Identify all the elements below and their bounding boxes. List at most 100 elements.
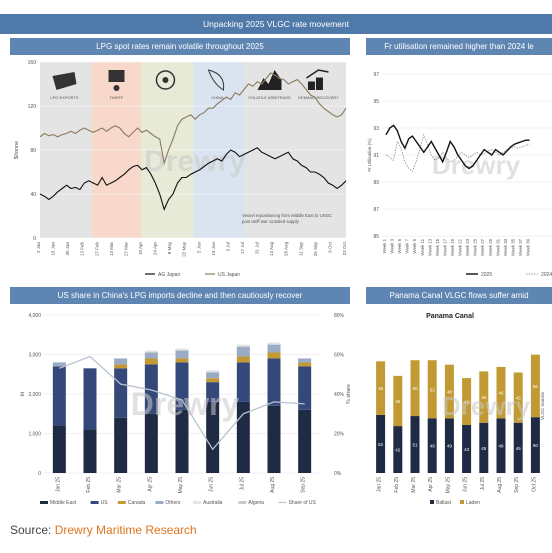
data-label: 45 <box>516 396 522 401</box>
bar-segment <box>52 425 66 473</box>
x-tick-label: 9 Oct <box>327 241 332 253</box>
icon-label: VOLATILE ARBITRAGE <box>248 95 291 100</box>
x-tick-label: Week 29 <box>488 238 493 255</box>
bar-segment <box>298 358 312 363</box>
bar-segment <box>267 405 281 473</box>
bar-segment <box>393 426 403 473</box>
series-line-2024 <box>385 133 530 172</box>
y-tick-label: 89 <box>373 180 379 186</box>
legend-label: Canada <box>128 500 146 506</box>
y-tick-label: 3,000 <box>28 353 41 359</box>
data-label: 52 <box>430 387 436 392</box>
usa-map-icon <box>52 72 77 90</box>
y-tick-label: 0 <box>38 471 41 477</box>
series-line-0 <box>39 147 347 211</box>
bar-segment <box>144 413 158 473</box>
bar-segment <box>175 358 189 363</box>
bar-segment <box>206 378 220 383</box>
bar-segment <box>114 364 128 369</box>
icon-label: LPG EXPORTS <box>50 95 78 100</box>
data-label: 52 <box>378 442 384 447</box>
x-tick-label: Week 33 <box>503 238 508 255</box>
bar-segment <box>236 362 250 402</box>
bar-segment <box>175 409 189 473</box>
x-tick-label: 19 Jun <box>211 242 216 256</box>
bar-segment <box>144 364 158 414</box>
y-tick-label: 4,000 <box>28 313 41 319</box>
x-tick-label: Week 19 <box>450 238 455 255</box>
watermark: Drewry <box>432 150 521 180</box>
panel-title-utilisation: Fr utilisation remained higher than 2024… <box>366 38 552 55</box>
data-label: 56 <box>533 384 539 389</box>
panel-title-spot-rates: LPG spot rates remain volatile throughou… <box>10 38 350 55</box>
x-tick-label: 16 Jan <box>51 242 56 256</box>
legend-swatch <box>430 500 434 504</box>
x-tick-label: Aug 25 <box>270 477 276 493</box>
panel-title-panama: Panama Canal VLGC flows suffer amid <box>366 287 552 304</box>
data-label: 48 <box>447 389 453 394</box>
y-axis-label: kt <box>20 391 26 396</box>
bar-segment <box>114 368 128 418</box>
x-tick-label: Jan 25 <box>377 477 383 492</box>
x-tick-label: Week 39 <box>526 238 531 255</box>
data-label: 48 <box>378 386 384 391</box>
bar-segment <box>114 358 128 365</box>
legend-label: AG Japan <box>158 272 180 278</box>
y-tick-label: 160 <box>28 60 37 66</box>
x-tick-label: Week 17 <box>442 238 447 255</box>
data-label: 46 <box>498 391 504 396</box>
bar-segment <box>114 417 128 473</box>
icon-label: DEMAND RECOVERY <box>298 95 339 100</box>
bar-segment <box>52 362 66 367</box>
bar-segment <box>376 361 386 415</box>
legend-swatch <box>155 501 164 504</box>
bar-segment <box>175 348 189 351</box>
bar-segment <box>496 366 506 419</box>
data-label: 45 <box>516 446 522 451</box>
china-map-icon <box>207 69 225 91</box>
data-label: 42 <box>464 400 470 405</box>
x-tick-label: Oct 25 <box>531 477 537 492</box>
bar-segment <box>479 371 489 423</box>
x-tick-label: Week 25 <box>473 238 478 255</box>
legend-label: Others <box>165 500 181 506</box>
y-tick-label: 0 <box>33 236 36 242</box>
bar-segment <box>206 382 220 402</box>
bar-segment <box>267 352 281 359</box>
bar-segment <box>236 344 250 347</box>
x-tick-label: 13 Feb <box>80 242 85 257</box>
data-label: 50 <box>412 386 418 391</box>
panama-chart: Panama Canal VLGC transits 52 48 Jan 25 42 45 F… <box>376 313 545 506</box>
bar-segment <box>236 356 250 363</box>
x-tick-label: Week 11 <box>420 238 425 255</box>
bar-segment <box>206 372 220 379</box>
x-tick-label: 27 Feb <box>94 242 99 257</box>
y-tick-label: 85 <box>373 234 379 240</box>
x-tick-label: Week 1 <box>382 238 387 253</box>
x-tick-label: Week 23 <box>465 238 470 255</box>
bar-segment <box>52 366 66 426</box>
x-tick-label: 27 Mar <box>123 242 128 257</box>
x-tick-label: 30 Jan <box>65 242 70 256</box>
bar-segment <box>513 372 523 423</box>
bar-segment <box>206 401 220 473</box>
x-tick-label: Jan 25 <box>55 477 61 492</box>
series-line-1 <box>39 72 347 166</box>
legend-label: Australia <box>203 500 223 506</box>
y2-tick-label: 40% <box>334 392 345 398</box>
x-tick-label: 3 Jul <box>225 242 230 252</box>
x-tick-label: Jul 25 <box>480 477 486 491</box>
bar-segment <box>267 342 281 345</box>
bar-segment <box>236 346 250 357</box>
x-tick-label: Jul 25 <box>239 477 245 491</box>
bar-segment <box>144 358 158 365</box>
legend-label: Laden <box>466 500 480 506</box>
bar-segment <box>393 375 403 427</box>
x-tick-label: Sep 25 <box>301 477 307 493</box>
watermark: Drewry <box>442 391 531 421</box>
legend-label: US Japan <box>218 272 240 278</box>
legend-label: Algeria <box>248 500 264 506</box>
series-line-2025 <box>385 124 530 170</box>
legend-swatch <box>193 501 201 504</box>
x-tick-label: Week 31 <box>495 238 500 255</box>
